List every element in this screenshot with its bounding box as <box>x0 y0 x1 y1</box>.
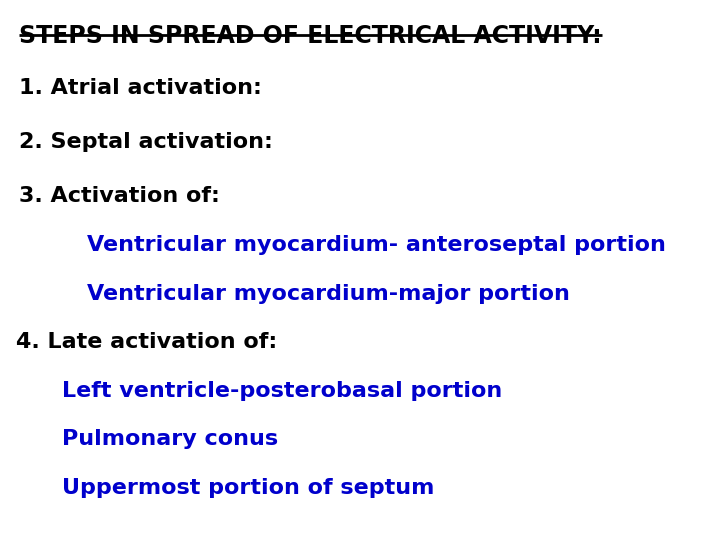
Text: 2. Septal activation:: 2. Septal activation: <box>19 132 272 152</box>
Text: 4. Late activation of:: 4. Late activation of: <box>16 332 276 352</box>
Text: Uppermost portion of septum: Uppermost portion of septum <box>62 478 434 498</box>
Text: STEPS IN SPREAD OF ELECTRICAL ACTIVITY:: STEPS IN SPREAD OF ELECTRICAL ACTIVITY: <box>19 24 601 48</box>
Text: 1. Atrial activation:: 1. Atrial activation: <box>19 78 261 98</box>
Text: Ventricular myocardium- anteroseptal portion: Ventricular myocardium- anteroseptal por… <box>87 235 666 255</box>
Text: Ventricular myocardium-major portion: Ventricular myocardium-major portion <box>87 284 570 303</box>
Text: Left ventricle-posterobasal portion: Left ventricle-posterobasal portion <box>62 381 503 401</box>
Text: 3. Activation of:: 3. Activation of: <box>19 186 220 206</box>
Text: Pulmonary conus: Pulmonary conus <box>62 429 278 449</box>
